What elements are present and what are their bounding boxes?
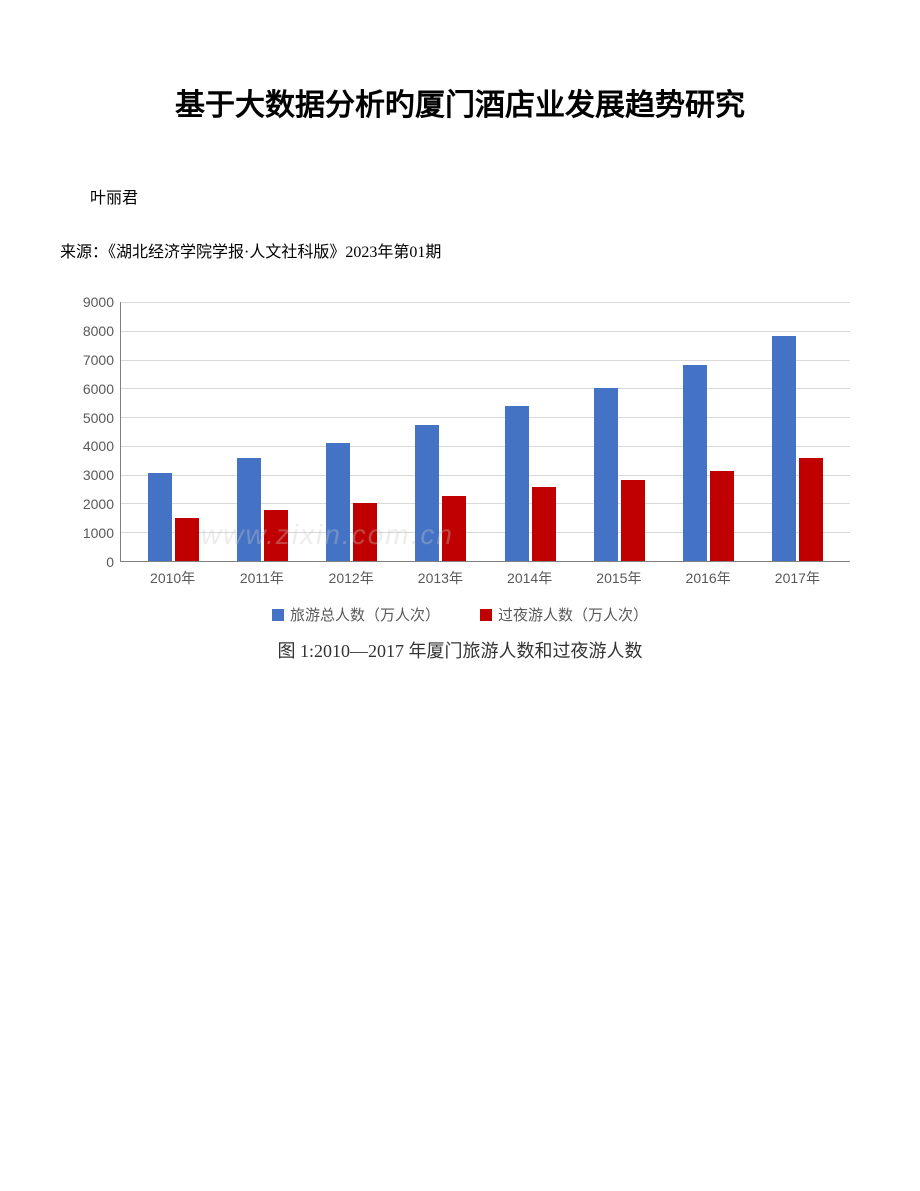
legend-item: 过夜游人数（万人次） [480, 604, 648, 625]
bar-group [589, 388, 649, 561]
legend-label: 旅游总人数（万人次） [290, 604, 440, 625]
bar-overnight-tourists [532, 487, 556, 561]
x-tick-label: 2011年 [232, 568, 292, 588]
chart-area: 9000800070006000500040003000200010000 ww… [70, 302, 850, 562]
bar-total-tourists [415, 425, 439, 561]
bar-group [678, 365, 738, 561]
legend: 旅游总人数（万人次） 过夜游人数（万人次） [70, 604, 850, 625]
page-title: 基于大数据分析旳厦门酒店业发展趋势研究 [60, 80, 860, 124]
y-axis: 9000800070006000500040003000200010000 [70, 302, 120, 562]
chart-caption: 图 1:2010—2017 年厦门旅游人数和过夜游人数 [70, 637, 850, 663]
legend-label: 过夜游人数（万人次） [498, 604, 648, 625]
x-tick-label: 2017年 [767, 568, 827, 588]
plot-area: www.zixin.com.cn [120, 302, 850, 562]
bar-total-tourists [772, 336, 796, 561]
x-axis: 2010年 2011年 2012年 2013年 2014年 2015年 2016年 2017年 [120, 562, 850, 588]
x-tick-label: 2014年 [500, 568, 560, 588]
bar-group [411, 425, 471, 561]
bar-group [322, 443, 382, 561]
bar-group [767, 336, 827, 561]
bar-total-tourists [505, 406, 529, 561]
x-tick-label: 2012年 [321, 568, 381, 588]
bar-overnight-tourists [621, 480, 645, 561]
author-name: 叶丽君 [90, 184, 860, 208]
chart-container: 9000800070006000500040003000200010000 ww… [70, 302, 850, 663]
legend-swatch [272, 609, 284, 621]
bar-overnight-tourists [442, 496, 466, 561]
x-tick-label: 2013年 [410, 568, 470, 588]
bars-wrapper [121, 302, 850, 561]
x-tick-label: 2010年 [143, 568, 203, 588]
bar-overnight-tourists [353, 503, 377, 561]
bar-total-tourists [237, 458, 261, 561]
source-citation: 来源：《湖北经济学院学报·人文社科版》2023年第01期 [60, 238, 860, 262]
bar-group [233, 458, 293, 561]
bar-overnight-tourists [710, 471, 734, 561]
bar-total-tourists [683, 365, 707, 561]
bar-overnight-tourists [264, 510, 288, 561]
bar-total-tourists [326, 443, 350, 561]
legend-item: 旅游总人数（万人次） [272, 604, 440, 625]
x-tick-label: 2016年 [678, 568, 738, 588]
bar-group [144, 473, 204, 561]
legend-swatch [480, 609, 492, 621]
bar-overnight-tourists [799, 458, 823, 561]
bar-group [500, 406, 560, 561]
bar-total-tourists [148, 473, 172, 561]
bar-overnight-tourists [175, 518, 199, 561]
bar-total-tourists [594, 388, 618, 561]
x-tick-label: 2015年 [589, 568, 649, 588]
